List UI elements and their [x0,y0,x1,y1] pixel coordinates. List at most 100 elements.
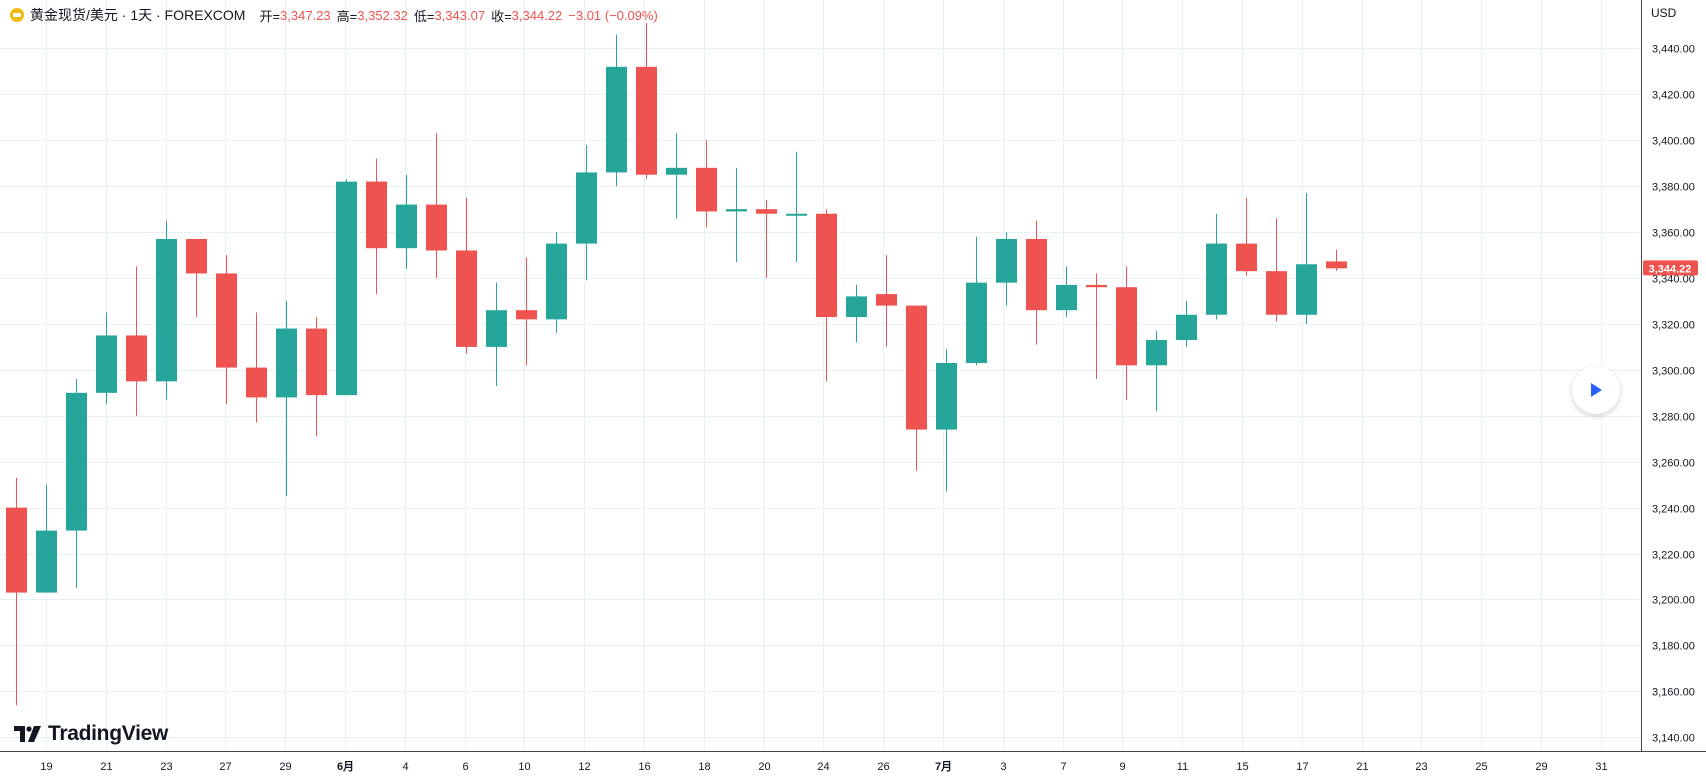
price-tick-label: 3,340.00 [1652,274,1695,286]
candle-body [906,305,927,430]
price-tick-label: 3,400.00 [1652,136,1695,148]
candle-body [786,213,807,216]
candle [96,312,117,405]
open-value: 3,347.23 [280,7,331,23]
candle [396,174,417,269]
candle-body [1176,314,1197,341]
candle [966,236,987,366]
candle-body [66,392,87,531]
candle [1206,213,1227,320]
price-axis[interactable]: 3,140.00 3,160.00 3,180.00 3,200.00 3,220.00… [1652,44,1695,745]
last-price-label: 3,344.22 [1649,263,1692,275]
candle-body [1056,284,1077,311]
tradingview-logo[interactable]: TradingView [14,722,168,746]
brand-name: TradingView [48,722,169,745]
candle-body [726,209,747,212]
candle-body [486,310,507,347]
time-tick-label: 7月 [935,760,952,773]
price-tick-label: 3,240.00 [1652,504,1695,516]
candle-body [546,243,567,320]
candle [456,197,477,354]
candle [996,232,1017,306]
candle [906,305,927,471]
candle [516,257,537,366]
time-tick-label: 4 [402,761,408,773]
price-tick-label: 3,420.00 [1652,90,1695,102]
time-tick-label: 10 [518,761,530,773]
price-tick-label: 3,200.00 [1652,595,1695,607]
candle [636,23,657,180]
candle-body [36,530,57,593]
candle-body [1296,264,1317,315]
candle-body [6,507,27,593]
candle [486,282,507,386]
candle-body [936,362,957,430]
time-tick-label: 9 [1119,761,1125,773]
open-label: 开= [259,8,281,24]
price-tick-label: 3,280.00 [1652,412,1695,424]
time-tick-label: 27 [219,761,231,773]
last-price-label-bg [1643,260,1698,276]
low-label: 低= [413,8,435,24]
candle-body [816,213,837,318]
high-value: 3,352.32 [357,7,408,23]
candles-layer [6,23,1347,706]
candle [756,199,777,279]
price-tick-label: 3,360.00 [1652,228,1695,240]
time-tick-label: 23 [1415,761,1427,773]
candle-body [636,66,657,175]
time-tick-label: 6月 [337,760,354,773]
candle [546,232,567,334]
change-value: −3.01 (−0.09%) [568,7,658,23]
candle [276,300,297,497]
candle [1116,266,1137,400]
time-tick-label: 26 [877,761,889,773]
candle-body [1266,271,1287,315]
candle-body [1086,284,1107,288]
candle-body [876,294,897,306]
candle [666,133,687,219]
candle-body [996,239,1017,283]
candle [186,239,207,318]
candle [1146,330,1167,412]
candle-body [126,335,147,382]
candle-body [396,204,417,249]
price-tick-label: 3,380.00 [1652,182,1695,194]
candle-body [1236,243,1257,272]
candle [126,266,147,416]
candle-body [576,172,597,244]
symbol-title[interactable]: 黄金现货/美元 · 1天 · FOREXCOM [30,7,246,23]
candle-body [426,204,447,251]
price-tick-label: 3,180.00 [1652,641,1695,653]
candle-body [1206,243,1227,315]
candle-body [186,239,207,274]
candle-body [216,273,237,368]
currency-label[interactable]: USD [1651,6,1677,20]
candle [156,220,177,400]
candle [366,158,387,295]
candle [786,151,807,262]
time-tick-label: 31 [1595,761,1607,773]
candle [36,484,57,593]
time-tick-label: 15 [1236,761,1248,773]
candle [1326,249,1347,271]
time-tick-label: 18 [698,761,710,773]
price-tick-label: 3,160.00 [1652,687,1695,699]
candle-body [606,66,627,173]
candle [1296,193,1317,324]
time-tick-label: 25 [1475,761,1487,773]
time-tick-label: 20 [758,761,770,773]
price-tick-label: 3,320.00 [1652,320,1695,332]
candle [876,255,897,347]
candle [576,144,597,281]
time-tick-label: 12 [578,761,590,773]
time-tick-label: 29 [1535,761,1547,773]
time-tick-label: 11 [1177,761,1188,773]
candle-body [1146,340,1167,366]
candle [216,255,237,405]
candle [306,317,327,437]
time-axis[interactable]: 19 21 23 27 29 6月 4 6 10 12 16 18 20 24 26 7月 3 7 9 11 15 17 2… [40,760,1607,773]
scroll-to-realtime-button[interactable] [1572,366,1620,414]
gold-coin-icon [10,8,24,22]
